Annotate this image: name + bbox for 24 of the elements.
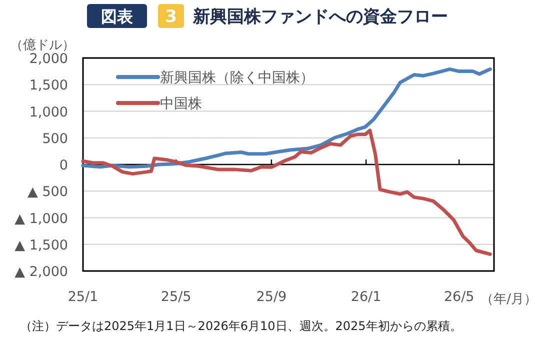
x-tick-label: 25/9	[256, 289, 287, 305]
y-axis-title: （億ドル）	[10, 38, 75, 53]
text: （注）データは2025年1月1日～2026年6月10日、週次。2025年初からの累積。	[20, 319, 462, 333]
x-axis-title: （年/月）	[480, 292, 537, 307]
text: 3	[165, 7, 177, 27]
x-tick-label: 25/1	[68, 289, 98, 305]
legend-label: 中国株	[160, 96, 202, 112]
y-tick-label: ▲ 2,000	[14, 264, 68, 280]
y-tick-label: ▲ 500	[28, 184, 68, 200]
y-tick-label: 2,000	[29, 51, 68, 67]
x-tick-label: 25/5	[160, 289, 192, 305]
line-series	[81, 67, 492, 169]
y-tick-label: 500	[42, 130, 68, 147]
y-tick-label: ▲ 1,000	[14, 210, 68, 227]
x-tick-label: 26/1	[350, 289, 382, 305]
legend-label: 新興国株（除く中国株）	[160, 70, 314, 86]
y-tick-label: 1,500	[29, 78, 68, 94]
x-tick-label: 26/5	[444, 289, 474, 305]
chart-title: 新興国株ファンドへの資金フロー	[192, 7, 448, 27]
text: 図表	[101, 7, 134, 26]
line-series	[81, 128, 492, 256]
y-tick-label: ▲ 1,500	[14, 237, 68, 254]
y-tick-label: 0	[59, 158, 68, 174]
y-tick-label: 1,000	[29, 104, 68, 120]
